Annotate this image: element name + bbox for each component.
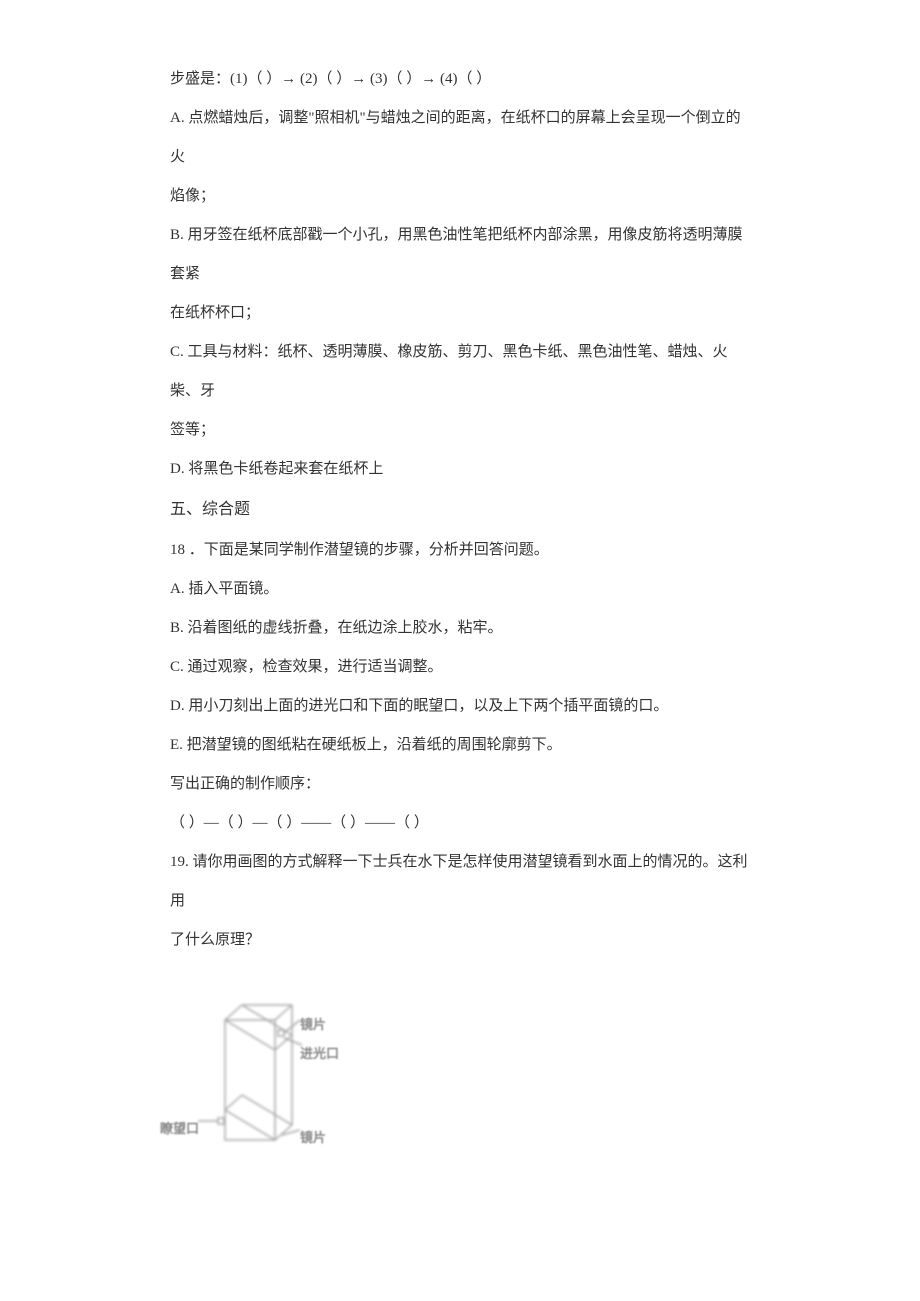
- option-d: D. 将黑色卡纸卷起来套在纸杯上: [170, 450, 750, 489]
- option-b-line1: B. 用牙签在纸杯底部戳一个小孔，用黑色油性笔把纸杯内部涂黑，用像皮筋将透明薄膜…: [170, 216, 750, 294]
- section-5-header: 五、综合题: [170, 489, 750, 531]
- question-19-line1: 19. 请你用画图的方式解释一下士兵在水下是怎样使用潜望镜看到水面上的情况的。这…: [170, 843, 750, 921]
- q18-order-blank: （ ）—（ ）—（ ）——（ ）——（ ）: [170, 804, 750, 843]
- option-c-line2: 签等；: [170, 411, 750, 450]
- q18-option-c: C. 通过观察，检查效果，进行适当调整。: [170, 648, 750, 687]
- option-a-line2: 焰像；: [170, 177, 750, 216]
- q18-order-prompt: 写出正确的制作顺序：: [170, 765, 750, 804]
- document-body: 步盛是：(1)（ ）→ (2)（ ）→ (3)（ ）→ (4)（ ） A. 点燃…: [170, 60, 750, 1170]
- q18-option-b: B. 沿着图纸的虚线折叠，在纸边涂上胶水，粘牢。: [170, 609, 750, 648]
- label-bottom-mirror: 镜片: [300, 1121, 326, 1155]
- question-19-line2: 了什么原理？: [170, 921, 750, 960]
- option-b-line2: 在纸杯杯口；: [170, 294, 750, 333]
- q18-option-d: D. 用小刀刻出上面的进光口和下面的眠望口，以及上下两个插平面镜的口。: [170, 687, 750, 726]
- option-c-line1: C. 工具与材料：纸杯、透明薄膜、橡皮筋、剪刀、黑色卡纸、黑色油性笔、蜡烛、火柴…: [170, 333, 750, 411]
- q18-option-a: A. 插入平面镜。: [170, 570, 750, 609]
- question-18: 18 ．下面是某同学制作潜望镜的步骤，分析并回答问题。: [170, 531, 750, 570]
- label-viewport: 瞭望口: [160, 1112, 199, 1146]
- option-a-line1: A. 点燃蜡烛后，调整"照相机"与蜡烛之间的距离，在纸杯口的屏幕上会呈现一个倒立…: [170, 99, 750, 177]
- label-light-in: 进光口: [300, 1037, 339, 1071]
- question-step-blank: 步盛是：(1)（ ）→ (2)（ ）→ (3)（ ）→ (4)（ ）: [170, 60, 750, 99]
- q18-option-e: E. 把潜望镜的图纸粘在硬纸板上，沿着纸的周围轮廓剪下。: [170, 726, 750, 765]
- periscope-diagram: 镜片 进光口 镜片 瞭望口: [170, 990, 350, 1170]
